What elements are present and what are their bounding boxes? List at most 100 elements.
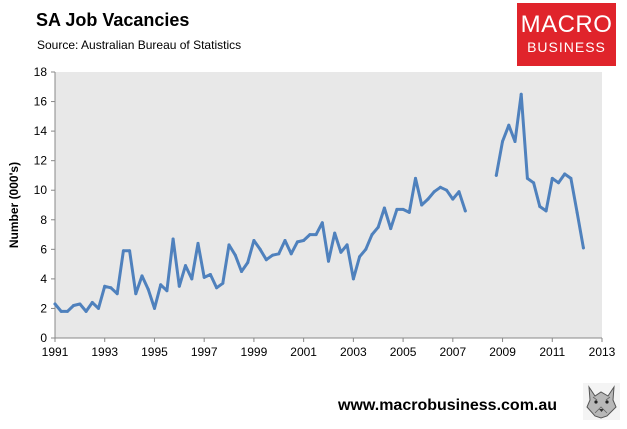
y-tick-label: 0 (40, 331, 47, 345)
data-point (184, 264, 187, 268)
x-tick-label: 2007 (439, 345, 466, 359)
y-axis-label: Number (000's) (7, 162, 21, 248)
x-tick-label: 1993 (91, 345, 118, 359)
data-point (196, 241, 200, 245)
data-point (407, 210, 411, 214)
data-point (252, 239, 256, 242)
data-point (345, 243, 349, 247)
data-point (258, 247, 262, 251)
data-point (177, 284, 181, 288)
data-point (532, 181, 536, 185)
x-tick-label: 2011 (539, 345, 565, 359)
data-point (109, 286, 113, 290)
data-point (351, 277, 355, 281)
data-point (264, 258, 268, 262)
data-point (395, 207, 399, 211)
data-point (302, 239, 306, 242)
data-point (128, 249, 132, 253)
x-tick-label: 2005 (390, 345, 417, 359)
data-point (581, 246, 585, 250)
data-point (563, 172, 567, 176)
data-point (420, 203, 424, 207)
data-point (140, 274, 144, 278)
data-point (382, 206, 386, 210)
x-tick-label: 2001 (290, 345, 317, 359)
plot-area (55, 72, 602, 338)
data-point (190, 277, 194, 281)
data-point (507, 123, 511, 127)
y-tick-label: 18 (34, 65, 48, 79)
data-point (277, 252, 281, 256)
x-tick-label: 1999 (241, 345, 268, 359)
data-point (165, 289, 169, 293)
data-point (240, 270, 243, 273)
data-point (146, 287, 150, 291)
x-tick-label: 1991 (42, 345, 69, 359)
data-point (171, 237, 175, 241)
data-point (153, 306, 156, 310)
x-tick-label: 2009 (489, 345, 516, 359)
data-point (271, 253, 275, 257)
data-point (426, 197, 430, 201)
chart-title: SA Job Vacancies (36, 10, 190, 30)
data-point (538, 205, 542, 208)
macrobusiness-logo: MACRO BUSINESS (517, 3, 616, 66)
data-point (544, 209, 548, 213)
data-point (525, 176, 529, 180)
wolf-icon (583, 383, 620, 420)
logo-line-1: MACRO (520, 11, 613, 38)
y-tick-label: 8 (40, 213, 47, 227)
data-point (451, 197, 455, 201)
data-point (84, 309, 88, 313)
y-tick-label: 6 (40, 242, 47, 256)
data-point (376, 225, 380, 229)
data-point (557, 181, 560, 185)
website-link[interactable]: www.macrobusiness.com.au (338, 397, 558, 414)
data-point (513, 140, 517, 143)
data-point (463, 209, 467, 213)
data-point (65, 309, 69, 313)
data-point (59, 309, 63, 313)
data-point (283, 239, 287, 242)
data-point (221, 281, 225, 285)
y-tick-label: 4 (40, 272, 47, 286)
data-point (53, 302, 57, 306)
data-point (159, 283, 163, 287)
x-tick-label: 2013 (589, 345, 616, 359)
data-point (103, 284, 107, 288)
data-point (314, 233, 318, 237)
y-tick-label: 14 (34, 124, 48, 138)
y-tick-label: 10 (34, 183, 48, 197)
data-point (358, 255, 362, 259)
data-point (389, 227, 393, 231)
data-point (432, 190, 436, 194)
data-point (457, 190, 461, 194)
data-point (438, 185, 442, 189)
data-point (308, 233, 312, 237)
series-line (53, 92, 585, 313)
data-point (327, 259, 330, 263)
data-point (494, 173, 498, 177)
x-tick-label: 1995 (141, 345, 168, 359)
y-tick-label: 16 (34, 95, 48, 109)
data-point (414, 176, 417, 180)
data-point (227, 243, 231, 247)
data-point (115, 292, 119, 296)
data-point (233, 253, 237, 257)
data-point (370, 233, 374, 237)
logo-line-2: BUSINESS (527, 39, 606, 55)
data-point (550, 176, 554, 180)
data-point (295, 240, 299, 244)
data-point (364, 247, 368, 251)
data-point (78, 302, 82, 306)
data-point (519, 92, 523, 96)
data-point (445, 188, 449, 192)
x-tick-label: 2003 (340, 345, 367, 359)
data-point (208, 273, 212, 276)
data-point (339, 250, 343, 254)
y-tick-label: 12 (34, 154, 48, 168)
data-point (134, 292, 138, 296)
chart-subtitle: Source: Australian Bureau of Statistics (37, 38, 242, 52)
